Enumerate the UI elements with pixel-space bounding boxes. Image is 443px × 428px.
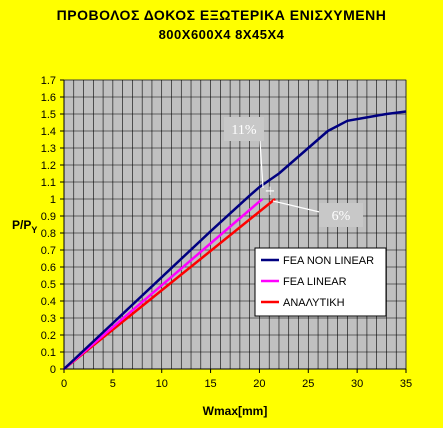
legend-label: FEA LINEAR: [283, 276, 347, 288]
chart-subtitle: 800Χ600Χ4 8Χ45Χ4: [158, 27, 285, 42]
legend-label: FEA NON LINEAR: [283, 255, 374, 267]
series-line: [63, 198, 264, 370]
x-tick-label: 25: [302, 378, 314, 390]
y-tick-label: 0.7: [41, 245, 56, 257]
series-line: [63, 198, 276, 370]
y-tick-label: 0.9: [41, 211, 56, 223]
x-tick-label: 35: [400, 378, 412, 390]
y-tick-label: 1.3: [41, 143, 56, 155]
y-tick-label: 1.7: [41, 75, 56, 87]
y-tick-label: 0.1: [41, 347, 56, 359]
y-tick-label: 0: [50, 364, 56, 376]
y-tick-label: 0.4: [41, 296, 56, 308]
chart-title: ΠΡΟΒΟΛΟΣ ΔΟΚΟΣ ΕΞΩΤΕΡΙΚΑ ΕΝΙΣΧΥΜΕΝΗ: [56, 7, 387, 23]
annotation-label: 6%: [332, 209, 351, 224]
annotation-label: 11%: [231, 123, 256, 138]
x-tick-label: 5: [110, 378, 116, 390]
y-tick-label: 0.8: [41, 228, 56, 240]
y-tick-label: 0.6: [41, 262, 56, 274]
x-tick-label: 30: [351, 378, 363, 390]
x-tick-label: 20: [253, 378, 265, 390]
y-axis-label: P/PY: [12, 218, 37, 235]
y-tick-label: 1.4: [41, 126, 56, 138]
y-tick-label: 1.5: [41, 109, 56, 121]
y-tick-label: 1.2: [41, 160, 56, 172]
x-tick-label: 0: [61, 378, 67, 390]
annotation-leader: [259, 140, 264, 189]
y-tick-label: 0.2: [41, 330, 56, 342]
annotation-box: [319, 203, 363, 227]
x-axis-label: Wmax[mm]: [203, 404, 268, 418]
y-tick-label: 1.6: [41, 92, 56, 104]
series-line: [63, 110, 407, 370]
intersection-marker: +: [265, 184, 276, 199]
y-tick-label: 0.3: [41, 313, 56, 325]
y-tick-label: 1.1: [41, 177, 56, 189]
y-tick-label: 1: [50, 194, 56, 206]
x-tick-label: 10: [156, 378, 168, 390]
x-tick-label: 15: [204, 378, 216, 390]
annotation-box: [224, 117, 264, 141]
legend-label: ΑΝΑΛΥΤΙΚΗ: [283, 297, 345, 309]
annotation-leader: [272, 200, 329, 215]
y-tick-label: 0.5: [41, 279, 56, 291]
